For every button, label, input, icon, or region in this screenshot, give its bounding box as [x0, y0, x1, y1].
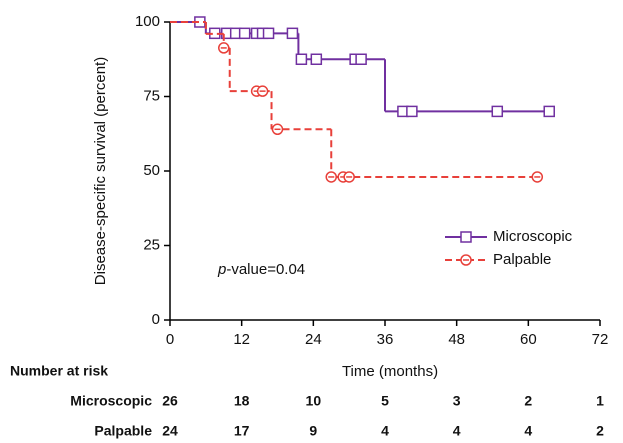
x-tick-label: 72	[592, 331, 609, 348]
censor-marker	[343, 171, 355, 183]
y-axis-label: Disease-specific survival (percent)	[92, 57, 109, 285]
legend-item: Microscopic	[445, 228, 573, 245]
legend-item: Palpable	[445, 251, 551, 268]
risk-value: 1	[596, 393, 604, 409]
y-tick-label: 25	[143, 236, 160, 253]
censor-marker	[256, 85, 269, 97]
censor-marker	[491, 105, 504, 118]
censor-marker	[543, 105, 555, 118]
risk-value: 9	[309, 423, 317, 439]
censor-marker	[271, 123, 284, 136]
risk-row-label: Microscopic	[70, 393, 152, 409]
risk-row-label: Palpable	[94, 423, 152, 439]
risk-value: 26	[162, 393, 178, 409]
risk-value: 4	[381, 423, 389, 439]
censor-marker	[406, 105, 418, 118]
y-tick-label: 75	[143, 87, 160, 104]
x-axis-label: Time (months)	[342, 363, 438, 380]
risk-value: 10	[306, 393, 322, 409]
risk-value: 4	[524, 423, 532, 439]
risk-value: 5	[381, 393, 389, 409]
x-tick-label: 48	[448, 331, 465, 348]
x-tick-label: 12	[233, 331, 250, 348]
legend-label: Palpable	[493, 251, 551, 268]
censor-marker	[218, 42, 230, 54]
y-tick-label: 50	[143, 162, 160, 179]
censor-marker	[310, 53, 323, 65]
annotation-italic: p	[217, 261, 226, 278]
censor-marker	[262, 27, 275, 40]
risk-value: 2	[596, 423, 604, 439]
x-tick-label: 0	[166, 331, 174, 348]
x-tick-label: 60	[520, 331, 537, 348]
legend-marker	[460, 231, 472, 243]
censor-marker	[238, 27, 251, 40]
survival-curve	[170, 21, 544, 183]
legend-label: Microscopic	[493, 228, 573, 245]
y-tick-label: 100	[135, 13, 160, 30]
annotation-text: -value=0.04	[226, 261, 305, 278]
survival-curve	[170, 16, 555, 118]
risk-value: 24	[162, 423, 178, 439]
x-tick-label: 36	[377, 331, 394, 348]
risk-table-title: Number at risk	[10, 363, 108, 379]
risk-value: 17	[234, 423, 250, 439]
censor-marker	[325, 171, 337, 183]
legend-marker	[460, 254, 472, 266]
annotation: p-value=0.04	[217, 261, 305, 278]
risk-value: 3	[453, 393, 461, 409]
y-tick-label: 0	[152, 311, 160, 328]
risk-value: 2	[524, 393, 532, 409]
censor-marker	[286, 27, 299, 40]
risk-value: 4	[453, 423, 461, 439]
x-tick-label: 24	[305, 331, 322, 348]
risk-value: 18	[234, 393, 250, 409]
censor-marker	[355, 53, 367, 65]
censor-marker	[531, 171, 544, 183]
censor-marker	[295, 53, 308, 65]
